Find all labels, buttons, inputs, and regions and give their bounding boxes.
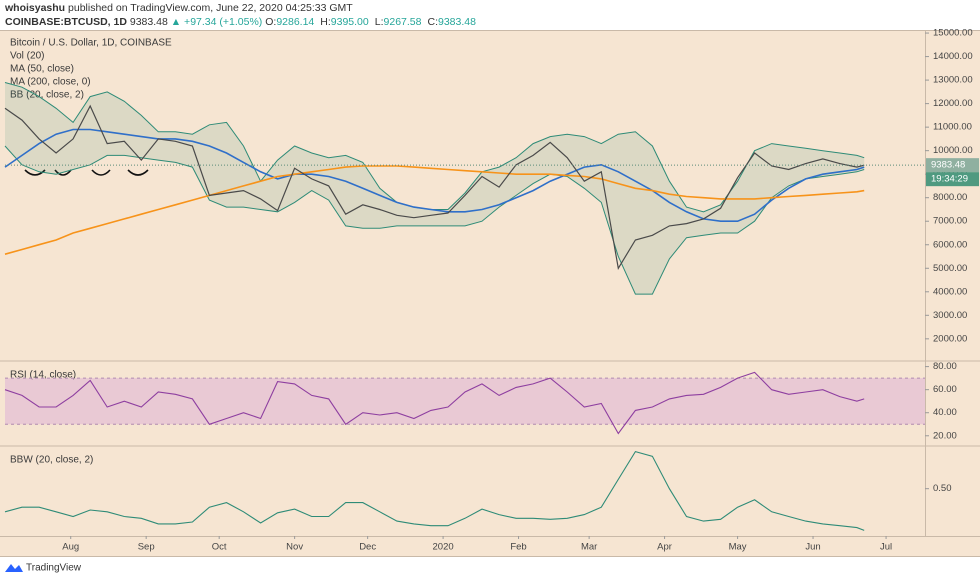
symbol: COINBASE:BTCUSD, 1D [5,16,127,28]
x-tick-label: Aug [62,542,79,553]
y-tick-label: 11000.00 [933,122,972,133]
x-tick-label: Jul [880,542,892,553]
ohlc-label: H: [320,16,331,28]
ohlc: O:9286.14 H:9395.00 L:9267.58 C:9383.48 [265,16,476,28]
logo-mark [5,564,23,572]
ohlc-value: 9383.48 [438,16,476,28]
y-tick-label: 5000.00 [933,263,967,274]
y-tick-label: 80.00 [933,361,957,372]
ohlc-label: O: [265,16,276,28]
legend-entry: Vol (20) [10,51,44,62]
y-tick-label: 7000.00 [933,216,967,227]
x-tick-label: May [729,542,747,553]
y-tick-label: 2000.00 [933,333,967,344]
pane-title: Bitcoin / U.S. Dollar, 1D, COINBASE [10,38,172,49]
countdown-box [926,172,979,187]
x-tick-label: Apr [657,542,672,553]
x-tick-label: Sep [138,542,155,553]
band-fill [5,82,865,295]
legend-entry: MA (200, close, 0) [10,77,91,88]
change: ▲ +97.34 (+1.05%) [171,16,263,28]
pane-title: RSI (14, close) [10,370,76,381]
author: whoisyashu [4,2,65,14]
footer-brand: TradingView [26,563,82,574]
y-tick-label: 10000.00 [933,145,973,156]
arc-annotation [24,169,46,176]
price-line [4,104,865,270]
x-tick-label: Nov [286,542,303,553]
rsi-band [5,378,925,425]
last-price: 9383.48 [130,16,168,28]
ohlc-label: C: [427,16,438,28]
indicator-line [4,450,865,531]
ohlc-label: L: [375,16,384,28]
ohlc-value: 9395.00 [331,16,369,28]
last-price-label: 9383.48 [931,160,965,171]
arc-annotation [54,169,72,176]
quote-line: COINBASE:BTCUSD, 1D 9383.48 ▲ +97.34 (+1… [5,16,476,28]
x-tick-label: 2020 [433,542,454,553]
x-tick-label: Dec [359,542,376,553]
band-lower [4,145,865,295]
x-tick-label: Mar [581,542,597,553]
x-tick-label: Jun [805,542,820,553]
y-tick-label: 15000.00 [933,28,973,39]
legend-entry: BB (20, close, 2) [10,90,84,101]
last-price-box [926,158,979,173]
indicator-line [4,371,865,435]
ma-line [4,128,865,222]
x-tick-label: Oct [212,542,227,553]
ohlc-value: 9286.14 [276,16,314,28]
header-line: whoisyashu published on TradingView.com,… [4,2,353,14]
annotations [24,169,149,176]
y-tick-label: 13000.00 [933,75,973,86]
x-tick-label: Feb [510,542,526,553]
y-tick-label: 14000.00 [933,51,973,62]
arc-annotation [91,169,111,176]
y-tick-label: 4000.00 [933,286,967,297]
legend-entry: MA (50, close) [10,64,74,75]
y-tick-label: 12000.00 [933,98,973,109]
ma-line [4,165,865,255]
y-tick-label: 6000.00 [933,239,967,250]
arc-annotation [127,169,149,176]
chart-background [0,30,980,557]
pane-title: BBW (20, close, 2) [10,455,93,466]
published: published on TradingView.com, June 22, 2… [68,2,353,14]
ohlc-value: 9267.58 [384,16,422,28]
y-tick-label: 40.00 [933,407,957,418]
y-tick-label: 0.50 [933,483,952,494]
y-tick-label: 3000.00 [933,310,967,321]
logo: TradingView [5,563,82,574]
y-tick-label: 20.00 [933,430,957,441]
y-tick-label: 8000.00 [933,192,967,203]
countdown: 19:34:29 [931,174,968,185]
y-tick-label: 60.00 [933,384,957,395]
